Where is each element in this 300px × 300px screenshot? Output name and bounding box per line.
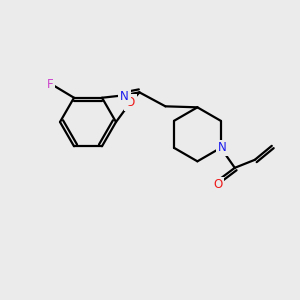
Text: O: O (213, 178, 222, 191)
Text: N: N (120, 90, 129, 103)
Text: N: N (218, 141, 226, 154)
Text: F: F (47, 78, 53, 91)
Text: O: O (126, 96, 135, 109)
